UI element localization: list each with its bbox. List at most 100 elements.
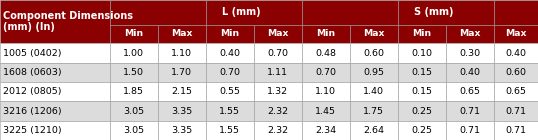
Bar [350, 82, 398, 101]
Bar [254, 101, 302, 121]
Text: 1.11: 1.11 [267, 68, 288, 77]
Text: 0.70: 0.70 [267, 49, 288, 58]
Text: 0.71: 0.71 [459, 126, 480, 135]
Bar [350, 121, 398, 140]
Text: 0.71: 0.71 [459, 107, 480, 116]
Bar [445, 101, 493, 121]
Bar [206, 82, 254, 101]
Bar [302, 82, 350, 101]
Text: 0.25: 0.25 [411, 107, 432, 116]
Bar [445, 121, 493, 140]
Bar [0, 121, 110, 140]
Bar [0, 43, 110, 63]
Bar [254, 43, 302, 63]
Bar [445, 82, 493, 101]
Bar [110, 24, 158, 43]
Text: Max: Max [459, 29, 480, 38]
Text: 3.05: 3.05 [123, 126, 144, 135]
Bar [398, 43, 445, 63]
Text: Min: Min [124, 29, 143, 38]
Text: 1.10: 1.10 [315, 87, 336, 96]
Bar [302, 24, 350, 43]
Bar [445, 63, 493, 82]
Bar [302, 43, 350, 63]
Text: 0.95: 0.95 [363, 68, 384, 77]
Bar [350, 24, 398, 43]
Bar [493, 24, 538, 43]
Bar [302, 63, 350, 82]
Bar [110, 82, 158, 101]
Bar [493, 63, 538, 82]
Text: 3.35: 3.35 [171, 107, 193, 116]
Bar [445, 24, 493, 43]
Text: 2.32: 2.32 [267, 107, 288, 116]
Text: 0.71: 0.71 [505, 107, 526, 116]
Text: Max: Max [505, 29, 527, 38]
Bar [493, 43, 538, 63]
Bar [110, 101, 158, 121]
Text: 1.70: 1.70 [171, 68, 192, 77]
Bar [0, 101, 110, 121]
Text: 0.55: 0.55 [219, 87, 240, 96]
Text: 0.25: 0.25 [411, 126, 432, 135]
Bar [158, 82, 206, 101]
Text: 1.40: 1.40 [363, 87, 384, 96]
Text: 0.40: 0.40 [219, 49, 240, 58]
Bar [398, 0, 493, 24]
Bar [254, 121, 302, 140]
Bar [0, 0, 110, 43]
Text: 0.65: 0.65 [505, 87, 526, 96]
Text: 1.10: 1.10 [171, 49, 192, 58]
Text: 2012 (0805): 2012 (0805) [3, 87, 61, 96]
Bar [158, 121, 206, 140]
Text: Max: Max [171, 29, 193, 38]
Bar [493, 101, 538, 121]
Text: 3216 (1206): 3216 (1206) [3, 107, 61, 116]
Text: 2.64: 2.64 [363, 126, 384, 135]
Bar [350, 63, 398, 82]
Text: 2.34: 2.34 [315, 126, 336, 135]
Bar [0, 63, 110, 82]
Text: S (mm): S (mm) [414, 7, 454, 17]
Text: 0.60: 0.60 [505, 68, 526, 77]
Bar [254, 63, 302, 82]
Bar [254, 82, 302, 101]
Bar [398, 82, 445, 101]
Text: 2.32: 2.32 [267, 126, 288, 135]
Text: 1.45: 1.45 [315, 107, 336, 116]
Text: L (mm): L (mm) [222, 7, 261, 17]
Bar [158, 43, 206, 63]
Text: 1.55: 1.55 [219, 126, 240, 135]
Text: 0.60: 0.60 [363, 49, 384, 58]
Bar [398, 121, 445, 140]
Bar [206, 101, 254, 121]
Text: 2.15: 2.15 [171, 87, 192, 96]
Text: 0.71: 0.71 [505, 126, 526, 135]
Bar [206, 121, 254, 140]
Bar [206, 63, 254, 82]
Bar [110, 0, 206, 24]
Bar [445, 43, 493, 63]
Text: 3.35: 3.35 [171, 126, 193, 135]
Bar [158, 63, 206, 82]
Text: 3.05: 3.05 [123, 107, 144, 116]
Bar [493, 121, 538, 140]
Text: 0.40: 0.40 [505, 49, 526, 58]
Bar [110, 43, 158, 63]
Bar [254, 24, 302, 43]
Bar [206, 0, 302, 24]
Text: 0.30: 0.30 [459, 49, 480, 58]
Text: Max: Max [267, 29, 288, 38]
Bar [302, 0, 398, 24]
Text: Min: Min [316, 29, 335, 38]
Bar [0, 82, 110, 101]
Bar [206, 43, 254, 63]
Bar [350, 43, 398, 63]
Text: Max: Max [363, 29, 384, 38]
Text: 1.32: 1.32 [267, 87, 288, 96]
Bar [158, 101, 206, 121]
Text: 3225 (1210): 3225 (1210) [3, 126, 61, 135]
Text: Component Dimensions
(mm) (In): Component Dimensions (mm) (In) [3, 11, 133, 32]
Text: 1.50: 1.50 [123, 68, 144, 77]
Text: 1005 (0402): 1005 (0402) [3, 49, 61, 58]
